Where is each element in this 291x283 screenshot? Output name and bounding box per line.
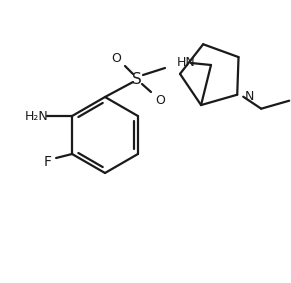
Text: F: F xyxy=(44,155,52,169)
Text: S: S xyxy=(132,72,142,87)
Text: H₂N: H₂N xyxy=(25,110,49,123)
Text: HN: HN xyxy=(177,57,196,70)
Text: N: N xyxy=(245,90,255,103)
Text: O: O xyxy=(155,93,165,106)
Text: O: O xyxy=(111,52,121,65)
